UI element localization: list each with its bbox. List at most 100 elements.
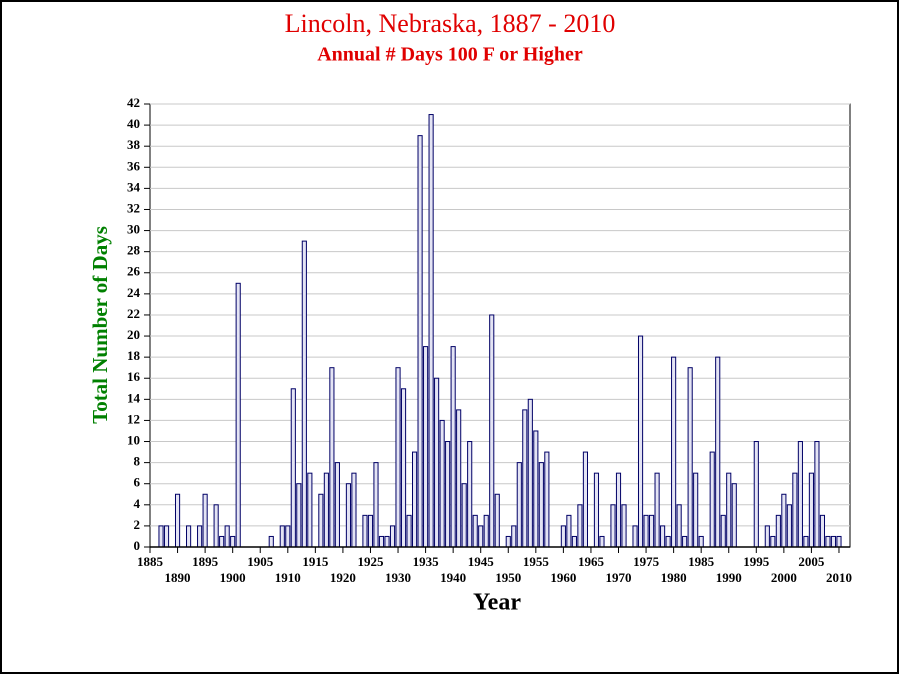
- y-tick-label: 8: [134, 454, 141, 469]
- bar: [202, 493, 208, 548]
- bar: [726, 472, 732, 548]
- x-tick-label: 1995: [743, 554, 770, 569]
- y-tick-label: 14: [127, 390, 141, 405]
- bar: [285, 525, 291, 548]
- bar: [803, 535, 809, 548]
- bar: [632, 525, 638, 548]
- bar: [731, 483, 737, 548]
- y-tick-label: 26: [127, 264, 141, 279]
- bar: [538, 462, 544, 548]
- bar: [472, 514, 478, 548]
- x-tick-label: 2005: [798, 554, 825, 569]
- bar: [676, 504, 682, 548]
- bar: [566, 514, 572, 548]
- x-tick-label: 1985: [688, 554, 715, 569]
- y-tick-label: 42: [127, 95, 140, 110]
- y-tick-label: 20: [127, 327, 140, 342]
- bar: [174, 493, 181, 548]
- y-tick-label: 22: [127, 306, 140, 321]
- bar: [389, 525, 396, 548]
- bar: [522, 409, 528, 548]
- x-tick-label: 1965: [578, 554, 605, 569]
- bar: [224, 525, 230, 548]
- x-tick-label: 1980: [661, 570, 687, 585]
- y-tick-label: 28: [127, 243, 141, 258]
- y-tick-label: 24: [127, 285, 141, 300]
- bar: [186, 525, 192, 548]
- x-axis-title: Year: [473, 590, 521, 616]
- bar: [378, 535, 385, 548]
- bar: [544, 451, 550, 548]
- y-tick-label: 32: [127, 200, 140, 215]
- y-tick-label: 40: [127, 116, 140, 131]
- y-tick-label: 38: [127, 137, 141, 152]
- bar: [439, 419, 445, 548]
- bar: [643, 514, 649, 548]
- bar: [158, 525, 164, 548]
- bar: [384, 535, 390, 548]
- bar: [715, 356, 721, 548]
- x-tick-label: 1885: [137, 554, 164, 569]
- y-tick-label: 4: [134, 496, 141, 511]
- bar: [219, 535, 225, 548]
- bar: [213, 504, 219, 548]
- bar: [610, 504, 616, 548]
- bar: [770, 535, 776, 548]
- bar: [593, 472, 600, 548]
- x-tick-label: 1940: [440, 570, 466, 585]
- y-axis-title: Total Number of Days: [88, 226, 112, 424]
- x-tick-label: 1960: [550, 570, 576, 585]
- bar: [682, 535, 688, 548]
- x-tick-label: 1945: [468, 554, 495, 569]
- bar: [693, 472, 699, 548]
- bar: [571, 535, 577, 548]
- chart-title: Lincoln, Nebraska, 1887 - 2010: [285, 9, 616, 38]
- x-tick-label: 1925: [357, 554, 384, 569]
- x-tick-label: 1920: [330, 570, 356, 585]
- bar: [163, 525, 170, 548]
- bar: [781, 493, 787, 548]
- bar: [516, 462, 522, 548]
- bar: [786, 504, 792, 548]
- bar: [329, 367, 335, 548]
- bar: [494, 493, 500, 548]
- bar: [615, 472, 622, 548]
- bar: [720, 514, 726, 548]
- bar: [489, 314, 495, 548]
- bar: [671, 356, 677, 548]
- bar: [323, 472, 329, 548]
- bar: [423, 346, 429, 548]
- bar: [753, 441, 759, 548]
- bar: [434, 377, 440, 548]
- x-tick-label: 1890: [165, 570, 191, 585]
- bar: [637, 335, 644, 548]
- bar: [428, 114, 434, 548]
- bar: [301, 240, 307, 548]
- bar: [654, 472, 660, 548]
- bar: [819, 514, 826, 548]
- bar: [621, 504, 627, 548]
- x-tick-label: 1895: [192, 554, 219, 569]
- x-tick-label: 2000: [771, 570, 797, 585]
- bar: [709, 451, 715, 548]
- bar: [412, 451, 418, 548]
- bar: [367, 514, 374, 548]
- y-tick-label: 0: [134, 538, 141, 553]
- bar: [478, 525, 484, 548]
- bar: [373, 462, 379, 548]
- bar: [775, 514, 781, 548]
- x-tick-label: 1935: [413, 554, 440, 569]
- y-tick-label: 12: [127, 411, 140, 426]
- bar: [456, 409, 462, 548]
- bar: [830, 535, 837, 548]
- x-tick-label: 1905: [247, 554, 274, 569]
- bar: [362, 514, 368, 548]
- bar: [764, 525, 770, 548]
- bar: [649, 514, 655, 548]
- bar: [797, 441, 803, 548]
- y-tick-label: 10: [127, 433, 140, 448]
- bar: [406, 514, 412, 548]
- x-tick-label: 1990: [716, 570, 742, 585]
- bar: [825, 535, 831, 548]
